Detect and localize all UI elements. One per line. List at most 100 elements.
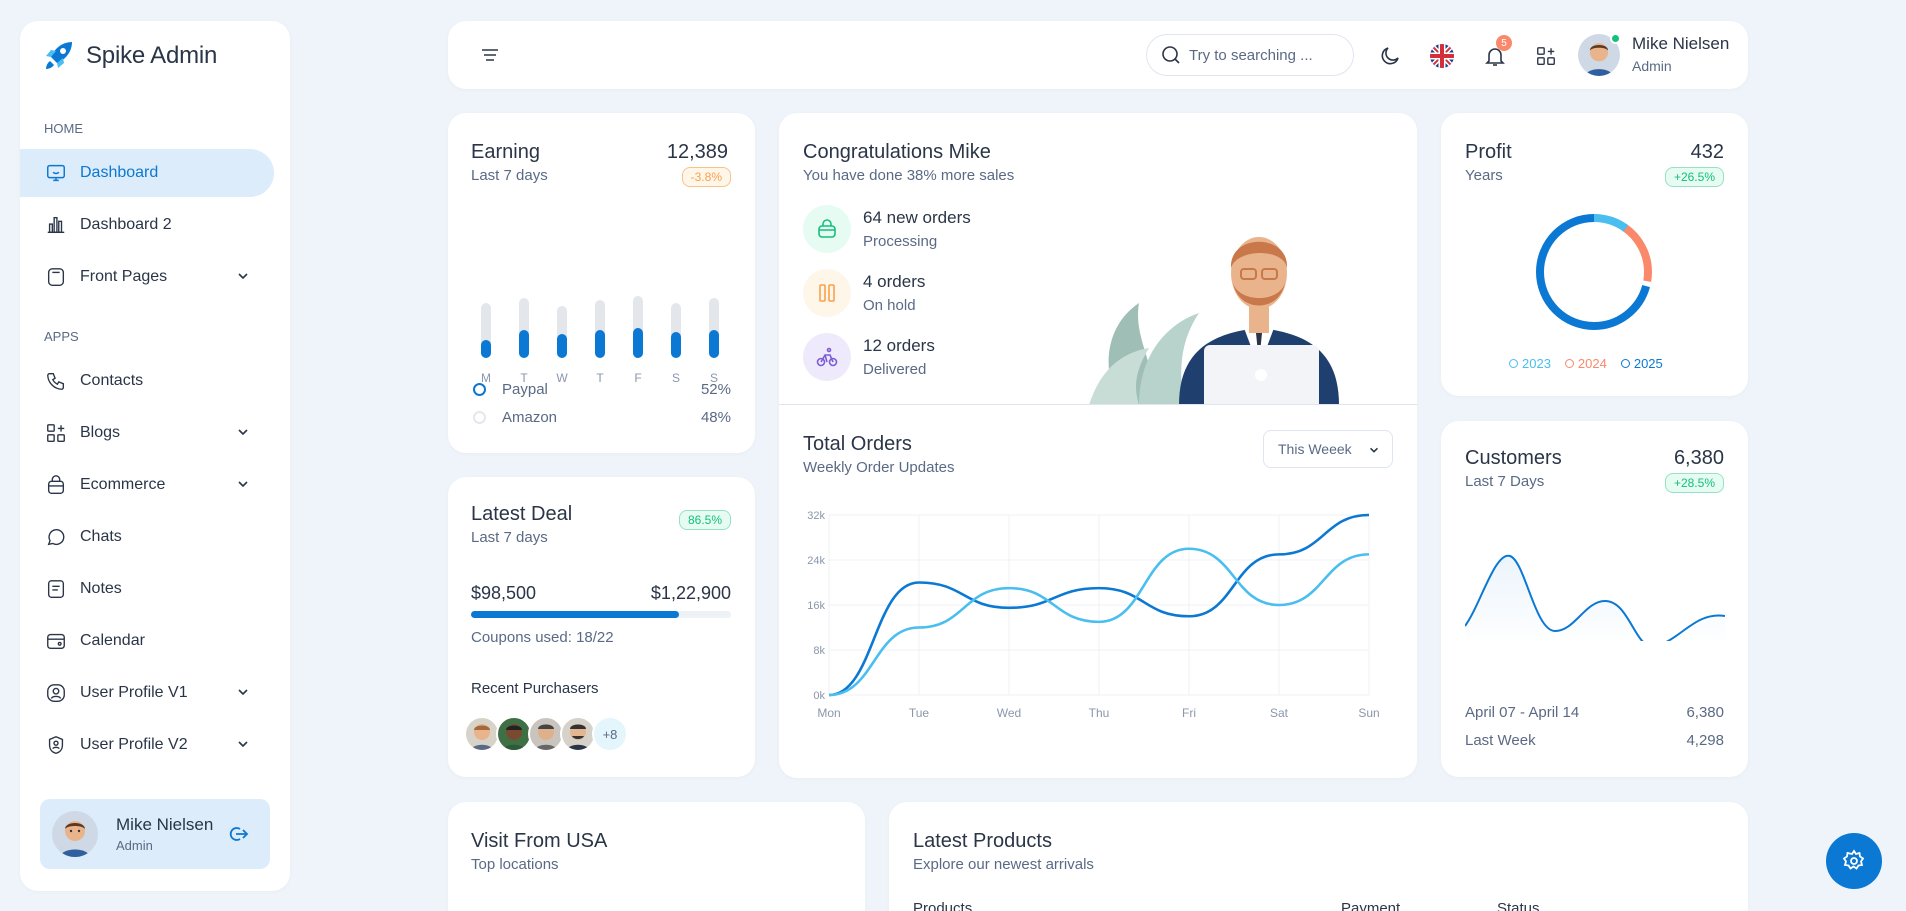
- settings-button[interactable]: [1826, 833, 1882, 889]
- earning-change-badge: -3.8%: [681, 167, 731, 187]
- notes-icon: [44, 577, 68, 601]
- deal-current: $98,500: [471, 583, 537, 603]
- purchaser-avatar[interactable]: [560, 716, 596, 752]
- sidebar-item-label: Ecommerce: [80, 476, 166, 493]
- legend-dot: [1564, 359, 1574, 368]
- header-avatar[interactable]: [1578, 34, 1620, 76]
- week-select-value: This Weeek: [1278, 441, 1352, 457]
- legend-label: 2024: [1577, 356, 1607, 371]
- sidebar-item-front-pages[interactable]: Front Pages: [20, 253, 274, 301]
- notification-badge: 5: [1496, 35, 1512, 51]
- customers-title: Customers: [1465, 447, 1562, 469]
- purchaser-avatar[interactable]: [528, 716, 564, 752]
- menu-toggle-icon[interactable]: [480, 45, 500, 65]
- sidebar-item-blogs[interactable]: Blogs: [20, 409, 274, 457]
- y-tick-label: 24k: [807, 555, 825, 567]
- stat-label-on-hold: On hold: [863, 297, 916, 314]
- stat-label-processing: Processing: [863, 233, 938, 250]
- x-tick-label: Mon: [817, 706, 840, 720]
- profile-name: Mike Nielsen: [116, 815, 214, 834]
- bar-value: [671, 332, 681, 358]
- sidebar: Spike Admin HOME Dashboard Dashboard 2 F…: [20, 21, 290, 891]
- sidebar-item-label: Calendar: [80, 632, 145, 649]
- basket-icon: [44, 473, 68, 497]
- apps-icon: [44, 421, 68, 445]
- x-tick-label: Wed: [997, 706, 1021, 720]
- congrats-orders-card: Congratulations Mike You have done 38% m…: [779, 113, 1417, 778]
- orders-subtitle: Weekly Order Updates: [803, 459, 955, 476]
- legend-value-amazon: 48%: [700, 409, 731, 426]
- day-label: M: [481, 371, 491, 385]
- series-line-1: [828, 513, 1370, 697]
- app-title: Spike Admin: [86, 42, 218, 69]
- search-input[interactable]: [1189, 46, 1339, 64]
- header-user-role: Admin: [1632, 58, 1672, 74]
- sidebar-item-calendar[interactable]: Calendar: [20, 617, 274, 665]
- pause-icon: [803, 269, 851, 317]
- search-icon: [1162, 46, 1180, 64]
- app-logo[interactable]: Spike Admin: [42, 39, 217, 73]
- x-tick-label: Fri: [1182, 706, 1196, 720]
- monitor-icon: [44, 161, 68, 185]
- x-tick-label: Sun: [1358, 706, 1379, 720]
- legend-2025: 2025: [1620, 356, 1663, 371]
- sidebar-item-ecommerce[interactable]: Ecommerce: [20, 461, 274, 509]
- legend-label-paypal: Paypal: [502, 381, 548, 398]
- legend-label-amazon: Amazon: [502, 409, 558, 426]
- column-header-payment: Payment: [1341, 900, 1401, 911]
- logout-icon[interactable]: [226, 822, 250, 846]
- legend-value-paypal: 52%: [700, 381, 731, 398]
- bar-value: [519, 330, 529, 358]
- uk-flag-icon[interactable]: [1429, 43, 1455, 69]
- sidebar-item-dashboard-2[interactable]: Dashboard 2: [20, 201, 274, 249]
- deal-coupons: Coupons used: 18/22: [471, 629, 614, 646]
- top-header: 5 Mike Nielsen Admin: [448, 21, 1748, 89]
- bell-icon[interactable]: 5: [1482, 35, 1512, 69]
- rocket-icon: [46, 42, 72, 69]
- apps-grid-icon[interactable]: [1533, 43, 1559, 69]
- deal-progress-track: [471, 611, 731, 618]
- sidebar-item-contacts[interactable]: Contacts: [20, 357, 274, 405]
- card-divider: [779, 404, 1417, 405]
- sidebar-item-notes[interactable]: Notes: [20, 565, 274, 613]
- bar-value: [709, 330, 719, 358]
- purchasers-avatars: +8: [464, 716, 628, 752]
- sidebar-item-user-profile-v1[interactable]: User Profile V1: [20, 669, 274, 717]
- chevron-down-icon: [1370, 447, 1378, 453]
- total-orders-line-chart: 0k 8k 16k 24k 32k Mon Tue Wed Thu Fri Sat Sun: [807, 510, 1379, 720]
- chevron-down-icon: [238, 689, 248, 696]
- moon-icon[interactable]: [1377, 43, 1403, 69]
- sidebar-item-label: User Profile V1: [80, 684, 188, 701]
- y-tick-label: 32k: [807, 510, 825, 522]
- bar-value: [633, 328, 643, 358]
- search-box[interactable]: [1146, 34, 1354, 76]
- stat-value-delivered: 12 orders: [863, 336, 935, 355]
- earning-value: 12,389: [666, 141, 728, 163]
- day-label: S: [672, 371, 680, 385]
- avatar: [52, 811, 98, 857]
- sidebar-item-dashboard[interactable]: Dashboard: [20, 149, 274, 197]
- sidebar-item-label: Notes: [80, 580, 122, 597]
- profit-value: 432: [1690, 141, 1724, 163]
- purchaser-avatar[interactable]: [496, 716, 532, 752]
- y-tick-label: 0k: [813, 690, 825, 702]
- earning-card: Earning Last 7 days 12,389 -3.8% M T W T F S S…: [448, 113, 755, 453]
- purchaser-avatar[interactable]: [464, 716, 500, 752]
- stat-value-on-hold: 4 orders: [863, 272, 926, 291]
- x-tick-label: Thu: [1089, 706, 1110, 720]
- gear-icon: [1842, 849, 1865, 870]
- visit-usa-card: Visit From USA Top locations: [448, 802, 865, 911]
- customers-change-badge: +28.5%: [1664, 473, 1724, 493]
- day-label: S: [710, 371, 718, 385]
- deal-subtitle: Last 7 days: [471, 529, 548, 546]
- sidebar-item-chats[interactable]: Chats: [20, 513, 274, 561]
- sidebar-item-user-profile-v2[interactable]: User Profile V2: [20, 721, 274, 769]
- more-purchasers[interactable]: +8: [592, 716, 628, 752]
- week-select[interactable]: This Weeek: [1263, 430, 1393, 468]
- customers-range-value: 6,380: [1686, 704, 1724, 721]
- customers-lastweek-value: 4,298: [1686, 732, 1724, 749]
- y-tick-label: 16k: [807, 600, 825, 612]
- basket-icon: [803, 205, 851, 253]
- section-apps: APPS: [44, 329, 79, 344]
- latest-deal-card: Latest Deal Last 7 days 86.5% $98,500 $1…: [448, 477, 755, 777]
